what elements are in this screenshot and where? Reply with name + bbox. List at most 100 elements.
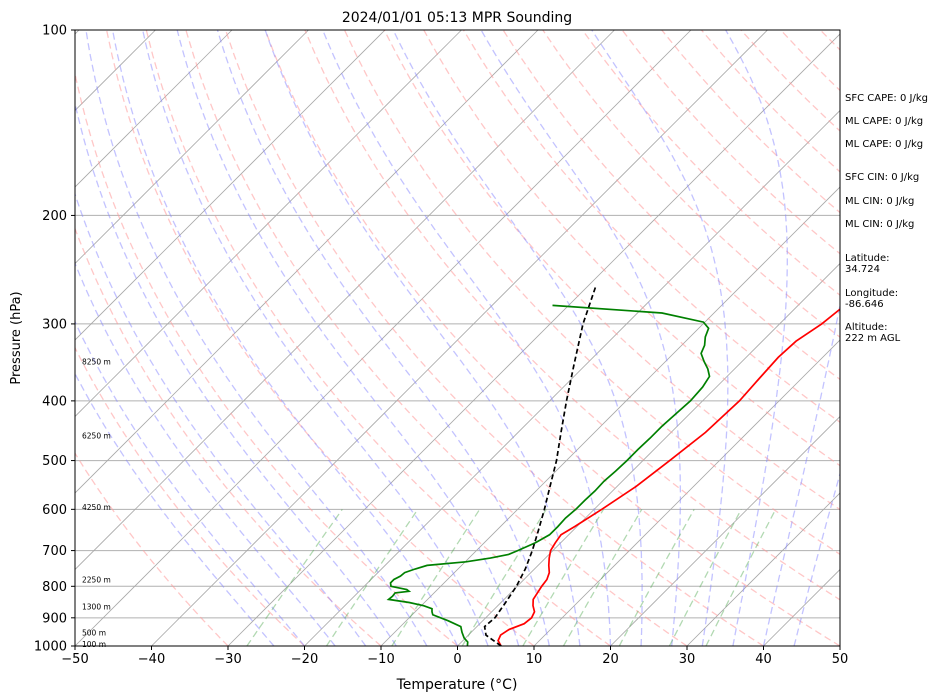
- moist-adiabat-line: [725, 30, 788, 646]
- isotherm-line: [75, 30, 309, 265]
- isotherm-line: [75, 30, 462, 418]
- parcel-profile-line: [483, 285, 597, 646]
- moist-adiabat-line: [264, 30, 581, 646]
- height-labels: 8250 m 6250 m 4250 m 2250 m 1300 m 500 m 100 m: [82, 357, 111, 649]
- isotherm-line: [610, 415, 840, 646]
- dry-adiabat-line: [502, 30, 840, 381]
- y-tick-label: 900: [42, 611, 67, 626]
- x-tick-label: 40: [755, 652, 772, 667]
- isotherm-line: [75, 30, 615, 571]
- x-tick-label: −30: [214, 652, 241, 667]
- moist-adiabat-line: [216, 30, 550, 646]
- y-tick-label: 1000: [34, 640, 67, 655]
- x-tick-label: −20: [291, 652, 318, 667]
- moist-adiabat-line: [75, 100, 397, 646]
- isotherm-line: [380, 186, 840, 646]
- moist-adiabat-line: [75, 192, 367, 646]
- x-tick-label: 0: [453, 652, 461, 667]
- mixing-ratio-line: [522, 508, 605, 646]
- y-tick-label: 600: [42, 503, 67, 518]
- height-label: 2250 m: [82, 576, 111, 585]
- mixing-ratio-line: [668, 508, 742, 646]
- chart-title: 2024/01/01 05:13 MPR Sounding: [342, 10, 572, 26]
- y-axis-label: Pressure (hPa): [9, 291, 24, 384]
- x-tick-label: 30: [679, 652, 696, 667]
- isotherm-line: [75, 30, 539, 494]
- longitude-text: Longitude: -86.646: [845, 288, 899, 310]
- dry-adiabat-line: [542, 30, 840, 338]
- x-tick-label: −10: [367, 652, 394, 667]
- isotherm-line: [686, 492, 840, 646]
- mixing-ratio-line: [461, 508, 547, 646]
- x-tick-label: 50: [832, 652, 849, 667]
- mixing-ratio-line: [325, 508, 419, 646]
- height-label: 1300 m: [82, 602, 111, 611]
- moist-adiabat-line: [75, 372, 275, 646]
- dry-adiabat-line: [75, 451, 229, 646]
- dry-adiabat-line: [581, 30, 840, 297]
- height-label: 100 m: [82, 640, 106, 649]
- height-label: 500 m: [82, 628, 106, 637]
- dry-adiabat-line: [343, 30, 840, 556]
- x-tick-label: −50: [61, 652, 88, 667]
- isotherm-line: [227, 33, 840, 646]
- height-label: 4250 m: [82, 503, 111, 512]
- mixing-ratio-line: [246, 508, 343, 646]
- x-tick-label: −40: [138, 652, 165, 667]
- moist-adiabat-line: [762, 301, 840, 646]
- moist-adiabat-line: [85, 30, 428, 646]
- dry-adiabat-line: [224, 30, 764, 646]
- moist-adiabat-line: [111, 30, 459, 646]
- dry-adiabat-line: [145, 30, 611, 646]
- moist-adiabat-line: [793, 471, 840, 646]
- y-tick-label: 100: [42, 24, 67, 39]
- dry-adiabat-line: [423, 30, 840, 467]
- y-tick-label: 200: [42, 209, 67, 224]
- sfc-cin-text: SFC CIN: 0 J/kg: [845, 172, 920, 183]
- dry-adiabat-line: [264, 30, 840, 646]
- mixing-ratio-line: [562, 508, 643, 646]
- dry-adiabat-line: [462, 30, 840, 424]
- mixing-ratio-line: [705, 508, 777, 646]
- ml-cin-text: ML CIN: 0 J/kg: [845, 196, 915, 207]
- dry-adiabat-line: [75, 346, 305, 646]
- dry-adiabat-line: [105, 30, 535, 646]
- sfc-cape-text: SFC CAPE: 0 J/kg: [845, 93, 928, 104]
- ml-cin-text-2: ML CIN: 0 J/kg: [845, 219, 915, 230]
- isotherm-line: [533, 339, 840, 646]
- moist-adiabat-line: [142, 30, 489, 646]
- altitude-text: Altitude: 222 m AGL: [845, 322, 901, 344]
- isotherm-line: [75, 30, 233, 188]
- height-label: 6250 m: [82, 431, 111, 440]
- y-tick-label: 500: [42, 454, 67, 469]
- dry-adiabat-line: [185, 30, 688, 646]
- y-tick-label: 800: [42, 580, 67, 595]
- mixing-ratio-line: [391, 508, 481, 646]
- data-series: [386, 285, 840, 646]
- mixing-ratio-line: [618, 508, 695, 646]
- isotherm-line: [75, 30, 386, 341]
- moist-adiabat-line: [75, 320, 305, 646]
- y-tick-label: 300: [42, 317, 67, 332]
- axis-ticks: −50 −40 −30 −20 −10 0 10 20 30 40 50 100 200 300 400 50…: [34, 24, 848, 668]
- isotherm-line: [304, 109, 840, 646]
- temperature-profile-line: [497, 308, 840, 646]
- ml-cape-text: ML CAPE: 0 J/kg: [845, 116, 924, 127]
- dry-adiabat-line: [75, 226, 382, 646]
- moist-adiabat-line: [176, 30, 520, 646]
- y-tick-label: 700: [42, 544, 67, 559]
- moist-adiabat-line: [75, 261, 336, 646]
- height-label: 8250 m: [82, 357, 111, 366]
- ml-cape-text-2: ML CAPE: 0 J/kg: [845, 139, 924, 150]
- background-lines: [75, 30, 840, 646]
- isotherm-line: [75, 30, 692, 646]
- y-tick-label: 400: [42, 394, 67, 409]
- x-axis-label: Temperature (°C): [396, 677, 518, 693]
- dewpoint-profile-line: [386, 304, 711, 646]
- moist-adiabat-line: [480, 30, 682, 646]
- x-tick-label: 20: [602, 652, 619, 667]
- x-tick-label: 10: [526, 652, 543, 667]
- dry-adiabat-line: [304, 30, 840, 601]
- latitude-text: Latitude: 34.724: [845, 253, 890, 275]
